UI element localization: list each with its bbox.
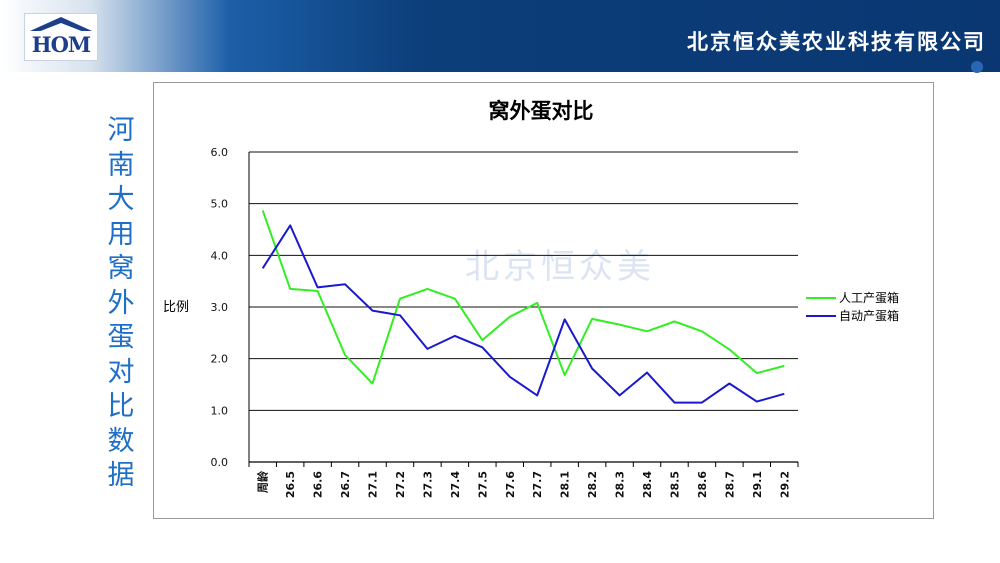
x-tick-label: 28.2: [586, 471, 599, 498]
x-tick-label: 27.5: [476, 471, 489, 498]
x-tick-label: 27.6: [504, 471, 517, 498]
chart-panel: [153, 82, 934, 519]
x-tick-label: 28.3: [614, 471, 627, 498]
y-tick-label: 0.0: [211, 456, 229, 469]
header-banner: HOM 北京恒众美农业科技有限公司: [0, 0, 1000, 72]
x-tick-label: 27.2: [394, 471, 407, 498]
x-tick-label: 28.4: [641, 471, 654, 498]
x-tick-label: 26.6: [312, 471, 325, 498]
y-tick-label: 4.0: [211, 249, 229, 262]
x-tick-label: 26.7: [339, 471, 352, 498]
company-logo: HOM: [24, 13, 98, 61]
company-name: 北京恒众美农业科技有限公司: [687, 30, 986, 54]
x-tick-label: 27.4: [449, 471, 462, 498]
watermark-text: 北京恒众美: [465, 247, 655, 287]
y-tick-label: 2.0: [211, 353, 229, 366]
x-tick-label: 29.1: [751, 471, 764, 498]
x-tick-label: 27.7: [531, 471, 544, 498]
side-title: 河南大用窝外蛋对比数据: [107, 115, 135, 491]
x-tick-label: 28.6: [696, 471, 709, 498]
series-line-2: [261, 224, 785, 404]
y-tick-label: 5.0: [211, 198, 229, 211]
decor-dot: [971, 61, 983, 73]
x-tick-label: 28.7: [723, 471, 736, 498]
y-tick-label: 3.0: [211, 301, 229, 314]
legend-label-2: 自动产蛋箱: [839, 308, 899, 323]
chart-title: 窝外蛋对比: [489, 99, 594, 123]
x-tick-label: 27.3: [421, 471, 434, 498]
x-tick-label: 26.5: [284, 471, 297, 498]
logo-text: HOM: [31, 32, 91, 57]
y-axis-label: 比例: [163, 300, 189, 315]
x-tick-label: 周龄: [256, 470, 270, 493]
x-tick-label: 27.1: [367, 471, 380, 498]
legend-label-1: 人工产蛋箱: [839, 290, 899, 305]
y-tick-label: 1.0: [211, 404, 229, 417]
x-tick-label: 29.2: [778, 471, 791, 498]
series-line-1: [261, 210, 785, 385]
x-tick-label: 28.5: [668, 471, 681, 498]
y-tick-label: 6.0: [211, 146, 229, 159]
x-tick-label: 28.1: [559, 471, 572, 498]
